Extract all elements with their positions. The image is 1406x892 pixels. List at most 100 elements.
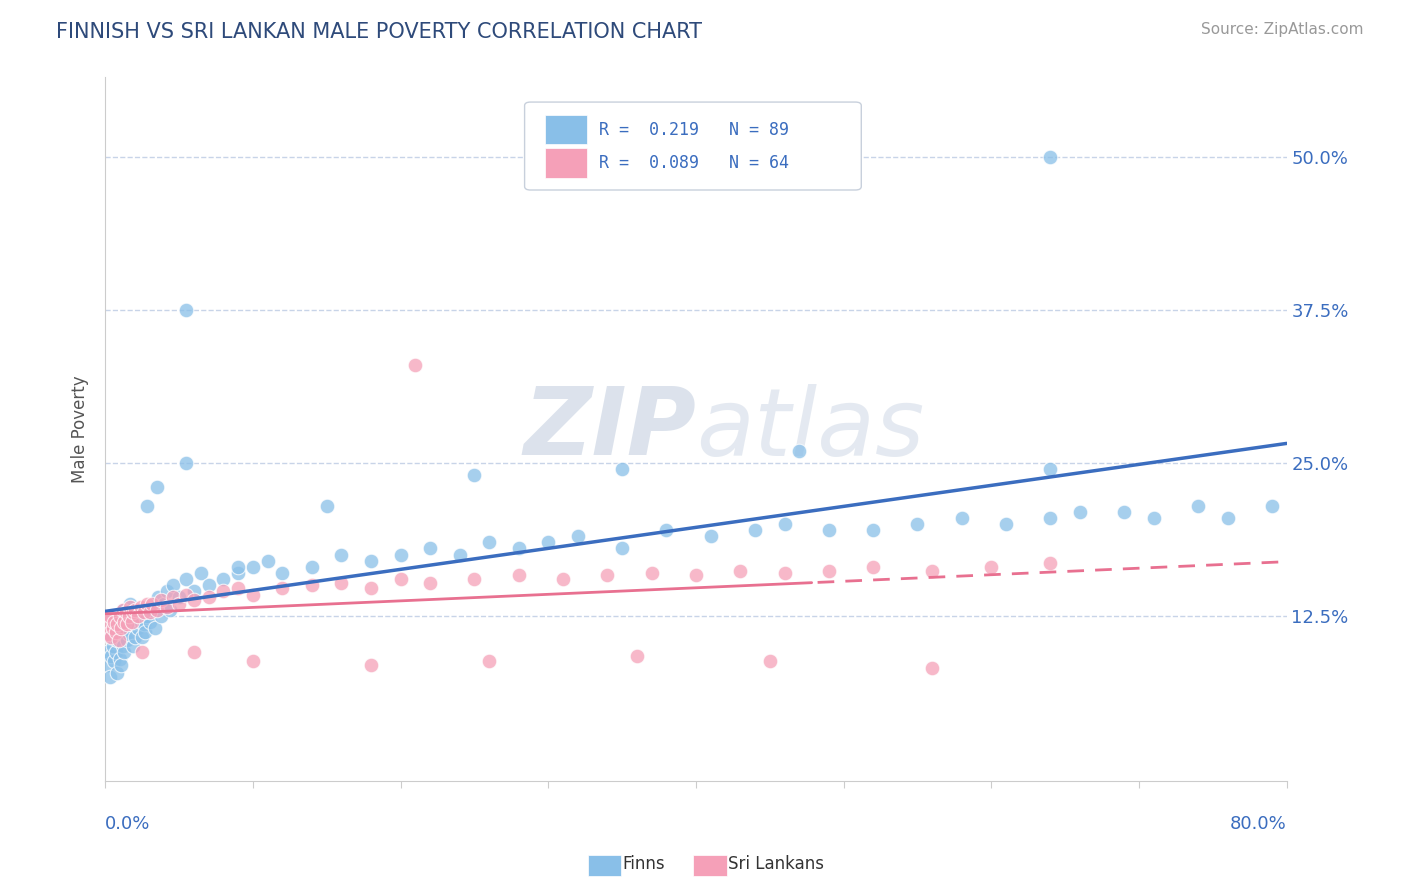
Point (127, 621, 149, 635)
Point (1069, 505, 1091, 519)
Point (301, 559, 323, 574)
Point (120, 600, 142, 615)
Point (117, 633, 139, 648)
Point (125, 608, 148, 623)
Text: atlas: atlas (696, 384, 924, 475)
Point (905, 516, 928, 531)
Point (758, 654, 780, 668)
Point (115, 605, 138, 619)
Point (685, 568, 707, 582)
Point (1039, 511, 1062, 525)
Point (360, 581, 382, 595)
Point (1216, 511, 1239, 525)
Point (478, 535, 501, 549)
Point (108, 615, 131, 629)
FancyBboxPatch shape (524, 102, 862, 190)
Point (128, 602, 150, 616)
Point (463, 468, 485, 483)
Point (1039, 150, 1062, 164)
Point (950, 511, 973, 525)
Point (108, 608, 131, 623)
Point (101, 621, 124, 635)
Point (98, 630, 121, 644)
Point (104, 645, 127, 659)
Point (655, 523, 678, 537)
Point (153, 597, 176, 611)
Point (212, 584, 235, 599)
Point (315, 499, 337, 513)
Point (167, 597, 190, 611)
Point (112, 615, 135, 629)
Point (183, 584, 205, 599)
Point (508, 568, 530, 582)
Point (921, 564, 943, 578)
Point (132, 605, 155, 619)
Point (105, 666, 128, 681)
Point (135, 597, 157, 611)
Point (105, 633, 128, 648)
Point (111, 602, 134, 616)
Point (103, 654, 125, 668)
Point (389, 572, 412, 586)
Point (419, 541, 441, 556)
Point (226, 559, 249, 574)
Point (330, 575, 353, 590)
Point (162, 578, 184, 592)
Point (197, 591, 219, 605)
Point (610, 541, 633, 556)
Point (995, 516, 1018, 531)
Point (419, 575, 441, 590)
Text: Finns: Finns (623, 855, 665, 873)
Point (478, 654, 501, 668)
Point (728, 564, 751, 578)
Point (551, 572, 574, 586)
Point (537, 535, 560, 549)
Point (111, 602, 134, 616)
Text: FINNISH VS SRI LANKAN MALE POVERTY CORRELATION CHART: FINNISH VS SRI LANKAN MALE POVERTY CORRE… (56, 22, 702, 42)
Point (1039, 556, 1062, 570)
Point (150, 593, 173, 607)
Point (111, 640, 134, 654)
Point (640, 566, 662, 580)
Point (242, 559, 264, 574)
Point (98, 670, 121, 684)
Point (101, 621, 124, 635)
Point (242, 588, 264, 602)
Point (127, 608, 149, 623)
Point (176, 588, 198, 602)
Point (197, 578, 219, 592)
Point (122, 605, 145, 619)
Point (817, 523, 839, 537)
Point (122, 640, 145, 654)
Point (141, 602, 163, 616)
Point (156, 584, 179, 599)
Point (121, 615, 143, 629)
Point (105, 617, 128, 632)
Point (118, 608, 141, 623)
Point (124, 630, 146, 644)
Point (787, 443, 810, 458)
Point (226, 566, 249, 580)
Point (96, 615, 118, 629)
Text: Sri Lankans: Sri Lankans (728, 855, 824, 873)
Point (108, 651, 131, 665)
Point (101, 640, 124, 654)
Point (256, 554, 278, 568)
Point (610, 462, 633, 476)
Point (744, 523, 766, 537)
Point (96, 645, 118, 659)
Text: R =  0.219   N = 89: R = 0.219 N = 89 (599, 120, 789, 138)
Point (921, 661, 943, 675)
Point (135, 499, 157, 513)
Point (118, 627, 141, 641)
Point (132, 617, 155, 632)
Point (156, 600, 179, 615)
Point (138, 605, 160, 619)
Point (404, 358, 426, 372)
Point (190, 566, 212, 580)
FancyBboxPatch shape (544, 115, 588, 145)
Point (124, 602, 146, 616)
Point (773, 516, 796, 531)
Point (100, 649, 122, 664)
Point (146, 602, 169, 616)
